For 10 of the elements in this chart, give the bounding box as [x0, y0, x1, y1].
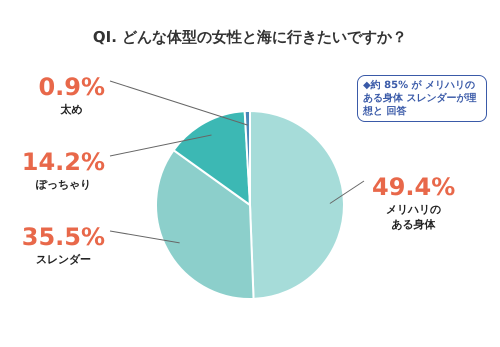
slice-label: ぽっちゃり — [36, 178, 91, 191]
data-label: 14.2% — [22, 148, 106, 176]
data-label: 0.9% — [38, 73, 105, 101]
data-label: 49.4% — [372, 173, 456, 201]
slice-label: 太め — [60, 103, 83, 116]
slice-label: メリハリのある身体 — [386, 203, 442, 231]
data-label: 35.5% — [22, 223, 106, 251]
slice-label: スレンダー — [36, 253, 91, 266]
text: ◆約 85% が メリハリのある身体 スレンダーが理想と 回答 — [357, 75, 487, 122]
chart-title: QI. どんな体型の女性と海に行きたいですか？ — [92, 28, 408, 47]
